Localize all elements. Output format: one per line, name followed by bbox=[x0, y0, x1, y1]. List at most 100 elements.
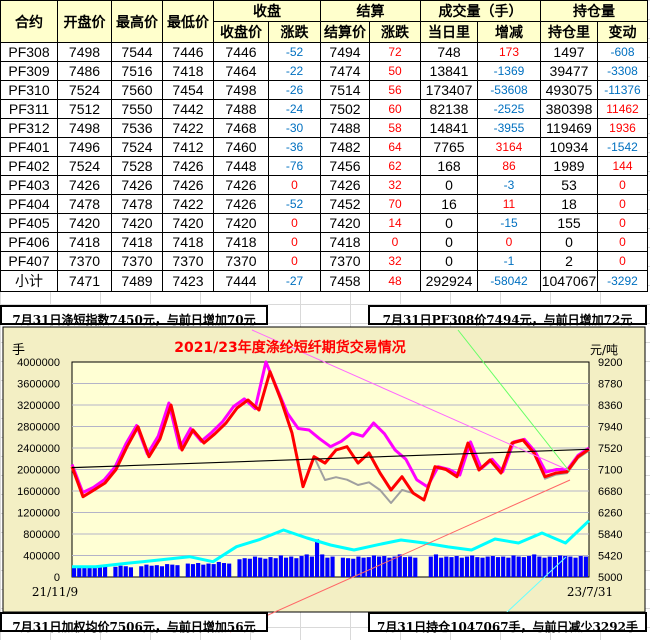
table-cell: 168 bbox=[420, 156, 478, 176]
table-cell: 7498 bbox=[57, 118, 112, 138]
table-cell: 14841 bbox=[420, 118, 478, 138]
table-cell: 7512 bbox=[57, 99, 112, 119]
guide-line bbox=[457, 329, 571, 473]
table-cell: 7426 bbox=[320, 175, 370, 195]
left-tick-label: 400000 bbox=[23, 551, 60, 563]
table-cell: 7370 bbox=[57, 251, 112, 271]
caption-index: 7月31日涤短指数7450元，与前日增加70元 bbox=[0, 305, 268, 327]
volume-bar bbox=[490, 556, 495, 577]
volume-bar bbox=[139, 566, 144, 577]
volume-bar bbox=[464, 556, 470, 577]
table-cell: PF310 bbox=[0, 80, 58, 100]
volume-bar bbox=[278, 555, 283, 577]
table-row: PF309 7486 7516 7418 7464 -22 7474 50 13841 -1369… bbox=[0, 61, 648, 81]
table-cell: PF401 bbox=[0, 137, 58, 157]
volume-bar bbox=[428, 556, 433, 577]
right-tick-label: 5420 bbox=[598, 551, 622, 563]
volume-bar bbox=[242, 558, 247, 577]
volume-bar bbox=[227, 563, 232, 577]
left-tick-label: 4000000 bbox=[17, 357, 60, 369]
table-cell: 1047067 bbox=[540, 270, 598, 292]
table-cell: 7489 bbox=[111, 270, 163, 292]
table-cell: 7423 bbox=[162, 270, 214, 292]
table-cell: 7488 bbox=[213, 99, 269, 119]
volume-bar bbox=[320, 554, 325, 577]
table-row: PF401 7496 7524 7412 7460 -36 7482 64 7765 3164 10… bbox=[0, 137, 648, 157]
table-cell: 7444 bbox=[213, 270, 269, 292]
volume-bar bbox=[392, 556, 397, 577]
table-cell: 7426 bbox=[111, 175, 163, 195]
volume-bar bbox=[77, 566, 82, 577]
volume-bar bbox=[578, 556, 583, 577]
volume-bar bbox=[397, 554, 402, 577]
right-axis-unit: 元/吨 bbox=[590, 343, 618, 357]
table-cell: 7426 bbox=[213, 175, 269, 195]
table-cell: 48 bbox=[369, 270, 421, 292]
volume-bar bbox=[175, 565, 180, 577]
right-tick-label: 7940 bbox=[598, 422, 622, 434]
volume-bar bbox=[506, 557, 511, 577]
right-tick-label: 5000 bbox=[598, 572, 622, 584]
right-tick-label: 7520 bbox=[598, 443, 622, 455]
table-cell: -52 bbox=[268, 42, 321, 62]
volume-bar bbox=[340, 557, 345, 577]
volume-bar bbox=[413, 557, 418, 577]
volume-bar bbox=[485, 556, 490, 577]
volume-bar bbox=[511, 555, 516, 577]
volume-bar bbox=[190, 564, 196, 577]
volume-bar bbox=[439, 557, 444, 577]
volume-bar bbox=[299, 556, 304, 577]
volume-bar bbox=[557, 555, 563, 577]
volume-bar bbox=[382, 556, 387, 577]
table-cell: 39477 bbox=[540, 61, 598, 81]
col-header: 变动 bbox=[597, 21, 648, 43]
volume-bar bbox=[501, 556, 506, 577]
volume-bar bbox=[165, 564, 170, 577]
table-cell: 144 bbox=[597, 156, 648, 176]
volume-bar bbox=[314, 539, 320, 577]
series-line bbox=[72, 519, 591, 569]
table-cell: -58042 bbox=[477, 270, 541, 292]
volume-bar bbox=[526, 556, 532, 577]
left-tick-label: 2800000 bbox=[17, 422, 60, 434]
volume-bar bbox=[480, 557, 485, 577]
table-cell: 3164 bbox=[477, 137, 541, 157]
volume-bar bbox=[144, 564, 149, 577]
table-cell: 7370 bbox=[162, 251, 214, 271]
volume-bar bbox=[252, 556, 258, 577]
table-cell: 7765 bbox=[420, 137, 478, 157]
col-header: 增减 bbox=[477, 21, 541, 43]
volume-bar bbox=[475, 557, 480, 577]
table-cell: 7498 bbox=[213, 80, 269, 100]
table-cell: 7524 bbox=[57, 156, 112, 176]
table-row: PF311 7512 7550 7442 7488 -24 7502 60 82138 -2525… bbox=[0, 99, 648, 119]
volume-bar bbox=[237, 559, 242, 577]
volume-bar bbox=[583, 556, 588, 577]
left-tick-label: 800000 bbox=[23, 529, 60, 541]
right-tick-label: 8780 bbox=[598, 379, 622, 391]
volume-bar bbox=[573, 557, 578, 577]
table-row: PF404 7478 7478 7422 7426 -52 7452 70 16 11 18 0 bbox=[0, 194, 648, 214]
table-cell: 7370 bbox=[111, 251, 163, 271]
group-header-volume: 成交量（手） bbox=[420, 0, 541, 22]
volume-bar bbox=[361, 557, 366, 577]
table-cell: 7420 bbox=[162, 213, 214, 233]
table-cell: 7418 bbox=[320, 232, 370, 252]
volume-bar bbox=[444, 556, 449, 577]
volume-bar bbox=[304, 554, 309, 577]
caption-open-interest: 7月31日持仓1047067手，与前日减少3292手 bbox=[368, 612, 647, 634]
volume-bar bbox=[206, 563, 211, 577]
group-header-settle: 结算 bbox=[320, 0, 421, 22]
col-header: 持仓里 bbox=[540, 21, 598, 43]
volume-bar bbox=[470, 555, 475, 577]
volume-bar bbox=[268, 557, 273, 577]
volume-bar bbox=[273, 558, 278, 577]
volume-bar bbox=[258, 557, 263, 577]
volume-bar bbox=[356, 556, 361, 577]
volume-bar bbox=[330, 556, 335, 577]
volume-bar bbox=[118, 565, 123, 577]
volume-bar bbox=[216, 561, 221, 577]
volume-bar bbox=[563, 556, 568, 577]
volume-bar bbox=[568, 556, 573, 577]
